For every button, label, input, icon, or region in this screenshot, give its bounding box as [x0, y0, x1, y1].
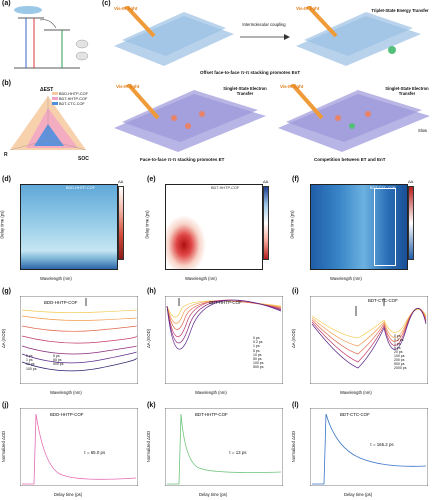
legend-bdd: BDD-HHTP-COF [52, 92, 88, 97]
spectra-i-title: BDT-CTC-COF [368, 298, 398, 303]
radar-chart [9, 96, 87, 151]
panel-d: (d) BDD-HHTP-COF ΔA Wavelength (nm) Dela… [0, 176, 145, 284]
panel-h-label: (h) [147, 288, 156, 295]
axis-y-j: Normalized ΔOD [1, 430, 7, 463]
legend-g: 0 ps 1 ps 10 ps 100 ps 5 ps 50 ps 500 ps [26, 354, 64, 371]
axis-y-k: Normalized ΔOD [146, 430, 152, 463]
axis-x-h: Wavelength (nm) [195, 390, 227, 395]
panel-a-label: (a) [2, 0, 11, 7]
axis-y-e: Delay time (ps) [144, 210, 150, 239]
radar-legend: BDD-HHTP-COF BDT-HHTP-COF BDT-CTC-COF [52, 92, 88, 107]
axis-x-f: Wavelength (nm) [330, 276, 362, 281]
axis-x-g: Wavelength (nm) [50, 390, 82, 395]
panel-f-label: (f) [292, 176, 299, 183]
kinetics-k-tau: τ = 13 ps [229, 450, 247, 455]
panel-l: (l) BDT-CTC-COF τ = 165.2 ps Delay time … [290, 402, 435, 500]
axis-r: R [4, 152, 8, 158]
caption-bottom-left: Face-to-face π-π stacking promotes ET [140, 157, 225, 162]
legend-i: 0 ps 0.2 ps 1 ps 5 ps 20 ps 100 ps 200 ps 500 … [394, 334, 407, 370]
panel-d-label: (d) [2, 176, 11, 183]
cbar-d-label: ΔA [118, 179, 124, 184]
legend-bhh: BDT-HHTP-COF [52, 97, 88, 102]
panel-c-label: (c) [102, 0, 111, 7]
panel-j-label: (j) [2, 402, 9, 409]
heatmap-f-box [374, 188, 396, 266]
schematic-top-right [296, 6, 421, 68]
axis-x-k: Delay time (ps) [199, 492, 228, 497]
slow-label: Slow [418, 128, 428, 133]
panel-g: (g) BDD-HHTP-COF 0 ps 1 ps 10 ps 100 ps 5 p… [0, 288, 145, 400]
coupling-label: Intermolecular coupling [242, 22, 286, 27]
kinetics-l [310, 408, 428, 486]
spectra-i [310, 296, 428, 384]
heatmap-f [310, 184, 408, 270]
panel-l-label: (l) [292, 402, 299, 409]
axis-y-l: Normalized ΔOD [291, 430, 297, 463]
light-label-4: Vis-IR light [280, 84, 304, 89]
panel-a: (a) [0, 0, 95, 78]
axis-y-f: Delay time (ps) [289, 210, 295, 239]
spectra-h [165, 296, 283, 384]
panel-b: (b) ΔEST SOC R BDD-HHTP-COF BDT-HHTP-COF… [0, 80, 95, 176]
cbar-e-label: ΔA [263, 179, 269, 184]
heatmap-f-title: BDT-CTC-COF [370, 186, 396, 190]
colorbar-f [408, 186, 414, 260]
kinetics-j-tau: τ = 65.0 ps [84, 450, 106, 455]
axis-x-e: Wavelength (nm) [185, 276, 217, 281]
axis-y-g: ΔA (mOD) [1, 328, 7, 349]
colorbar-d [118, 186, 124, 260]
caption-bottom-right: Competition between ET and EnT [314, 157, 386, 162]
heatmap-e [165, 184, 263, 270]
legend-ctc: BDT-CTC-COF [52, 102, 88, 107]
sset-label-1: Singlet-State Electron Transfer [223, 86, 267, 96]
panel-k: (k) BDT-HHTP-COF τ = 13 ps Delay time (p… [145, 402, 290, 500]
panel-h: (h) BDT-HHTP-COF 0 ps 0.2 ps 1 ps 5 ps 10 p… [145, 288, 290, 400]
caption-top: Offset face-to-face π-π stacking promote… [200, 70, 301, 75]
kinetics-k-title: BDT-HHTP-COF [195, 412, 228, 417]
kinetics-k [165, 408, 283, 486]
heatmap-d [20, 184, 118, 270]
light-label-1: Vis-IR light [114, 6, 138, 11]
colorbar-e [263, 186, 269, 260]
kinetics-l-tau: τ = 165.2 ps [370, 442, 394, 447]
panel-c: (c) Vis-IR light Vis-IR light Intermolec… [100, 0, 435, 170]
heatmap-d-title: BDD-HHTP-COF [66, 186, 95, 190]
spectra-h-title: BDT-HHTP-COF [209, 300, 242, 305]
spectra-g [20, 296, 138, 384]
energy-level-diagram [14, 6, 89, 69]
light-label-2: Vis-IR light [296, 6, 320, 11]
panel-g-label: (g) [2, 288, 11, 295]
panel-k-label: (k) [147, 402, 156, 409]
axis-x-i: Wavelength (nm) [340, 390, 372, 395]
panel-e-label: (e) [147, 176, 156, 183]
kinetics-j [20, 408, 138, 486]
legend-h: 0 ps 0.2 ps 1 ps 5 ps 10 ps 50 ps 100 ps 500 p… [253, 336, 264, 370]
kinetics-l-title: BDT-CTC-COF [340, 412, 370, 417]
axis-delta-est: ΔEST [40, 87, 54, 93]
panel-i-label: (i) [292, 288, 299, 295]
axis-y-h: ΔA (mOD) [146, 328, 152, 349]
axis-x-d: Wavelength (nm) [40, 276, 72, 281]
cbar-f-label: ΔA [408, 179, 414, 184]
axis-soc: SOC [78, 156, 89, 162]
tset-label: Triplet-State Energy Transfer [371, 8, 429, 13]
panel-b-label: (b) [2, 80, 11, 87]
schematic-bottom-left [114, 84, 266, 154]
axis-y-d: Delay time (ps) [0, 210, 5, 239]
kinetics-j-title: BDD-HHTP-COF [50, 412, 84, 417]
axis-y-i: ΔA (mOD) [291, 328, 297, 349]
schematic-top-left [114, 6, 234, 68]
axis-x-j: Delay time (ps) [54, 492, 83, 497]
panel-f: (f) BDT-CTC-COF ΔA Wavelength (nm) Delay… [290, 176, 435, 284]
panel-j: (j) BDD-HHTP-COF τ = 65.0 ps Delay time … [0, 402, 145, 500]
axis-x-l: Delay time (ps) [344, 492, 373, 497]
light-label-3: Vis-IR light [116, 84, 140, 89]
heatmap-e-title: BDT-HHTP-COF [211, 186, 240, 190]
panel-e: (e) BDT-HHTP-COF ΔA Wavelength (nm) Dela… [145, 176, 290, 284]
schematic-bottom-right [278, 84, 430, 154]
spectra-g-title: BDD-HHTP-COF [44, 300, 78, 305]
sset-label-2: Singlet-State Electron Transfer [385, 86, 429, 96]
panel-i: (i) BDT-CTC-COF 0 ps 0.2 ps 1 ps 5 ps 20 ps… [290, 288, 435, 400]
